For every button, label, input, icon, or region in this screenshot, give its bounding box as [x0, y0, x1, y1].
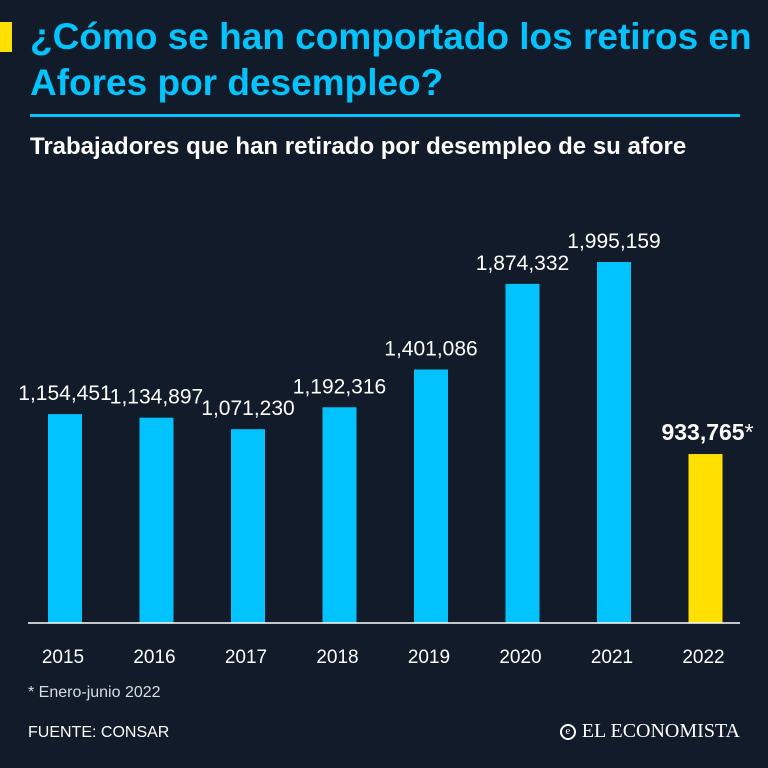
x-tick-2020: 2020 [499, 647, 541, 668]
value-label-2020: 1,874,332 [476, 252, 569, 275]
x-tick-2019: 2019 [408, 647, 450, 668]
value-label-2021: 1,995,159 [567, 230, 660, 253]
title-accent-bar [0, 22, 12, 52]
bar-2016 [139, 417, 174, 623]
brand-logo: e EL ECONOMISTA [559, 720, 740, 743]
e-logo-icon: e [559, 723, 576, 740]
bar-2022 [688, 454, 723, 623]
value-label-2018: 1,192,316 [293, 375, 386, 398]
footnote: * Enero-junio 2022 [28, 684, 161, 701]
title-divider [30, 114, 740, 117]
brand-name: EL ECONOMISTA [581, 720, 740, 742]
x-tick-labels-group: 2015 2016 2017 2018 2019 2020 2021 2022 [42, 647, 725, 668]
value-label-2015: 1,154,451 [18, 382, 111, 405]
bar-2021 [597, 262, 631, 623]
bar-2017 [231, 429, 265, 623]
x-tick-2022: 2022 [682, 647, 724, 668]
value-label-2016: 1,134,897 [110, 386, 203, 409]
bar-2015 [48, 414, 82, 623]
x-tick-2015: 2015 [42, 647, 84, 668]
value-label-2022: 933,765* [661, 419, 753, 445]
chart-subtitle: Trabajadores que han retirado por desemp… [30, 133, 687, 160]
value-label-2017: 1,071,230 [201, 397, 294, 420]
value-label-2019: 1,401,086 [384, 337, 477, 360]
bar-2020 [505, 283, 540, 623]
x-tick-2017: 2017 [225, 647, 267, 668]
page-title: ¿Cómo se han comportado los retiros en A… [30, 16, 752, 103]
x-tick-2018: 2018 [316, 647, 358, 668]
bar-2018 [322, 407, 357, 623]
x-tick-2021: 2021 [591, 647, 633, 668]
bar-2019 [414, 369, 448, 623]
source-note: FUENTE: CONSAR [28, 724, 170, 741]
x-tick-2016: 2016 [133, 647, 175, 668]
bars-group [48, 262, 723, 623]
